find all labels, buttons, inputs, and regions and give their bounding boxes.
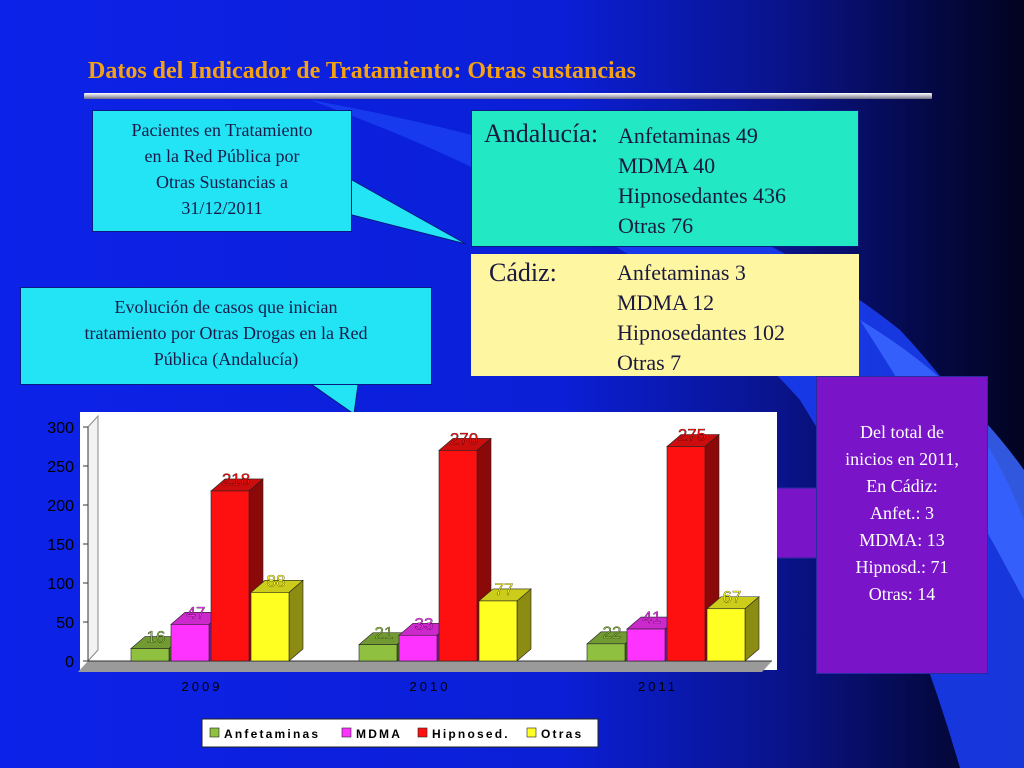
bar (170, 624, 210, 662)
bar-side (288, 579, 304, 662)
cadiz-2011-callout-line: inicios en 2011, (845, 449, 959, 469)
bar-value-label: 218 (222, 470, 250, 489)
patients-callout-line: en la Red Pública por (144, 146, 300, 167)
cadiz-2011-callout-line: Otras: 14 (868, 584, 936, 604)
plot-floor (78, 661, 772, 672)
evolution-callout: Evolución de casos que inician tratamien… (20, 287, 432, 385)
bar-chart: 0 50 100 150 200 250 300 2009 16 47 218 88 2010 21 33 2… (47, 412, 777, 748)
bar-value-label: 275 (678, 426, 706, 445)
evolution-callout-line: Evolución de casos que inician (114, 297, 338, 317)
andalucia-stat-mdma: MDMA 40 (618, 153, 716, 178)
bar-side (516, 588, 532, 662)
evolution-callout-line: tratamiento por Otras Drogas en la Red (84, 323, 368, 344)
y-tick-label: 50 (56, 615, 74, 632)
bar-value-label: 22 (603, 623, 622, 642)
bar-value-label: 270 (450, 429, 478, 448)
cadiz-2011-callout-line: MDMA: 13 (859, 530, 945, 550)
bar (706, 608, 746, 662)
legend-label: Anfetaminas (224, 727, 320, 741)
cadiz-2011-callout-line: Hipnosd.: 71 (855, 557, 949, 577)
bar (398, 634, 438, 662)
page-title: Datos del Indicador de Tratamiento: Otra… (88, 58, 637, 84)
bar (586, 643, 626, 662)
andalucia-region-label: Andalucía: (484, 119, 599, 148)
y-tick-label: 200 (47, 498, 74, 515)
andalucia-stats-box: Andalucía: Anfetaminas 49 MDMA 40 Hipnos… (471, 110, 859, 247)
x-tick-label: 2011 (638, 679, 678, 694)
bar-value-label: 33 (415, 614, 434, 633)
bar-value-label: 21 (375, 624, 394, 643)
andalucia-stat-hipnosedantes: Hipnosedantes 436 (618, 183, 787, 208)
x-tick-label: 2009 (182, 679, 223, 694)
legend-label: Hipnosed. (432, 727, 510, 741)
y-tick-label: 300 (47, 420, 74, 437)
evolution-callout-line: Pública (Andalucía) (153, 349, 299, 370)
bar-value-label: 16 (147, 628, 166, 647)
cadiz-2011-callout: Del total de inicios en 2011, En Cádiz: … (816, 376, 988, 674)
x-tick-label: 2010 (410, 679, 451, 694)
legend-swatch (417, 727, 428, 738)
legend-label: MDMA (356, 727, 402, 741)
legend-label: Otras (541, 727, 583, 741)
title-underline (84, 93, 932, 99)
legend-swatch (341, 727, 352, 738)
bar-value-label: 47 (187, 603, 206, 622)
bar-value-label: 77 (495, 580, 514, 599)
bar-value-label: 88 (267, 571, 286, 590)
cadiz-stats-box: Cádiz: Anfetaminas 3 MDMA 12 Hipnosedant… (471, 254, 859, 376)
bar (438, 450, 478, 662)
legend-swatch (526, 727, 537, 738)
cadiz-2011-callout-line: En Cádiz: (866, 476, 938, 496)
cadiz-2011-callout-line: Del total de (860, 422, 944, 442)
bar-value-label: 67 (723, 588, 742, 607)
legend-swatch (209, 727, 220, 738)
y-tick-label: 250 (47, 459, 74, 476)
patients-callout-line: 31/12/2011 (181, 198, 263, 219)
cadiz-stat-otras: Otras 7 (617, 350, 682, 375)
bar (358, 644, 398, 662)
cadiz-region-label: Cádiz: (489, 258, 557, 287)
y-tick-label: 0 (65, 654, 74, 671)
plot-back-wall (87, 414, 99, 663)
bar (666, 446, 706, 662)
patients-callout-line: Pacientes en Tratamiento (131, 120, 313, 140)
cadiz-stat-mdma: MDMA 12 (617, 290, 715, 315)
bar (626, 628, 666, 662)
bar (130, 648, 170, 662)
patients-callout: Pacientes en Tratamiento en la Red Públi… (92, 110, 352, 232)
bar-value-label: 41 (643, 608, 662, 627)
cadiz-2011-callout-line: Anfet.: 3 (870, 503, 934, 523)
y-tick-label: 150 (47, 537, 74, 554)
bar (250, 592, 290, 662)
cadiz-stat-anfetaminas: Anfetaminas 3 (617, 260, 746, 285)
andalucia-stat-anfetaminas: Anfetaminas 49 (618, 123, 758, 148)
andalucia-stat-otras: Otras 76 (618, 213, 694, 238)
patients-callout-line: Otras Sustancias a (156, 172, 288, 193)
bar (210, 490, 250, 662)
bar (478, 600, 518, 662)
y-tick-label: 100 (47, 576, 74, 593)
cadiz-stat-hipnosedantes: Hipnosedantes 102 (617, 320, 786, 345)
